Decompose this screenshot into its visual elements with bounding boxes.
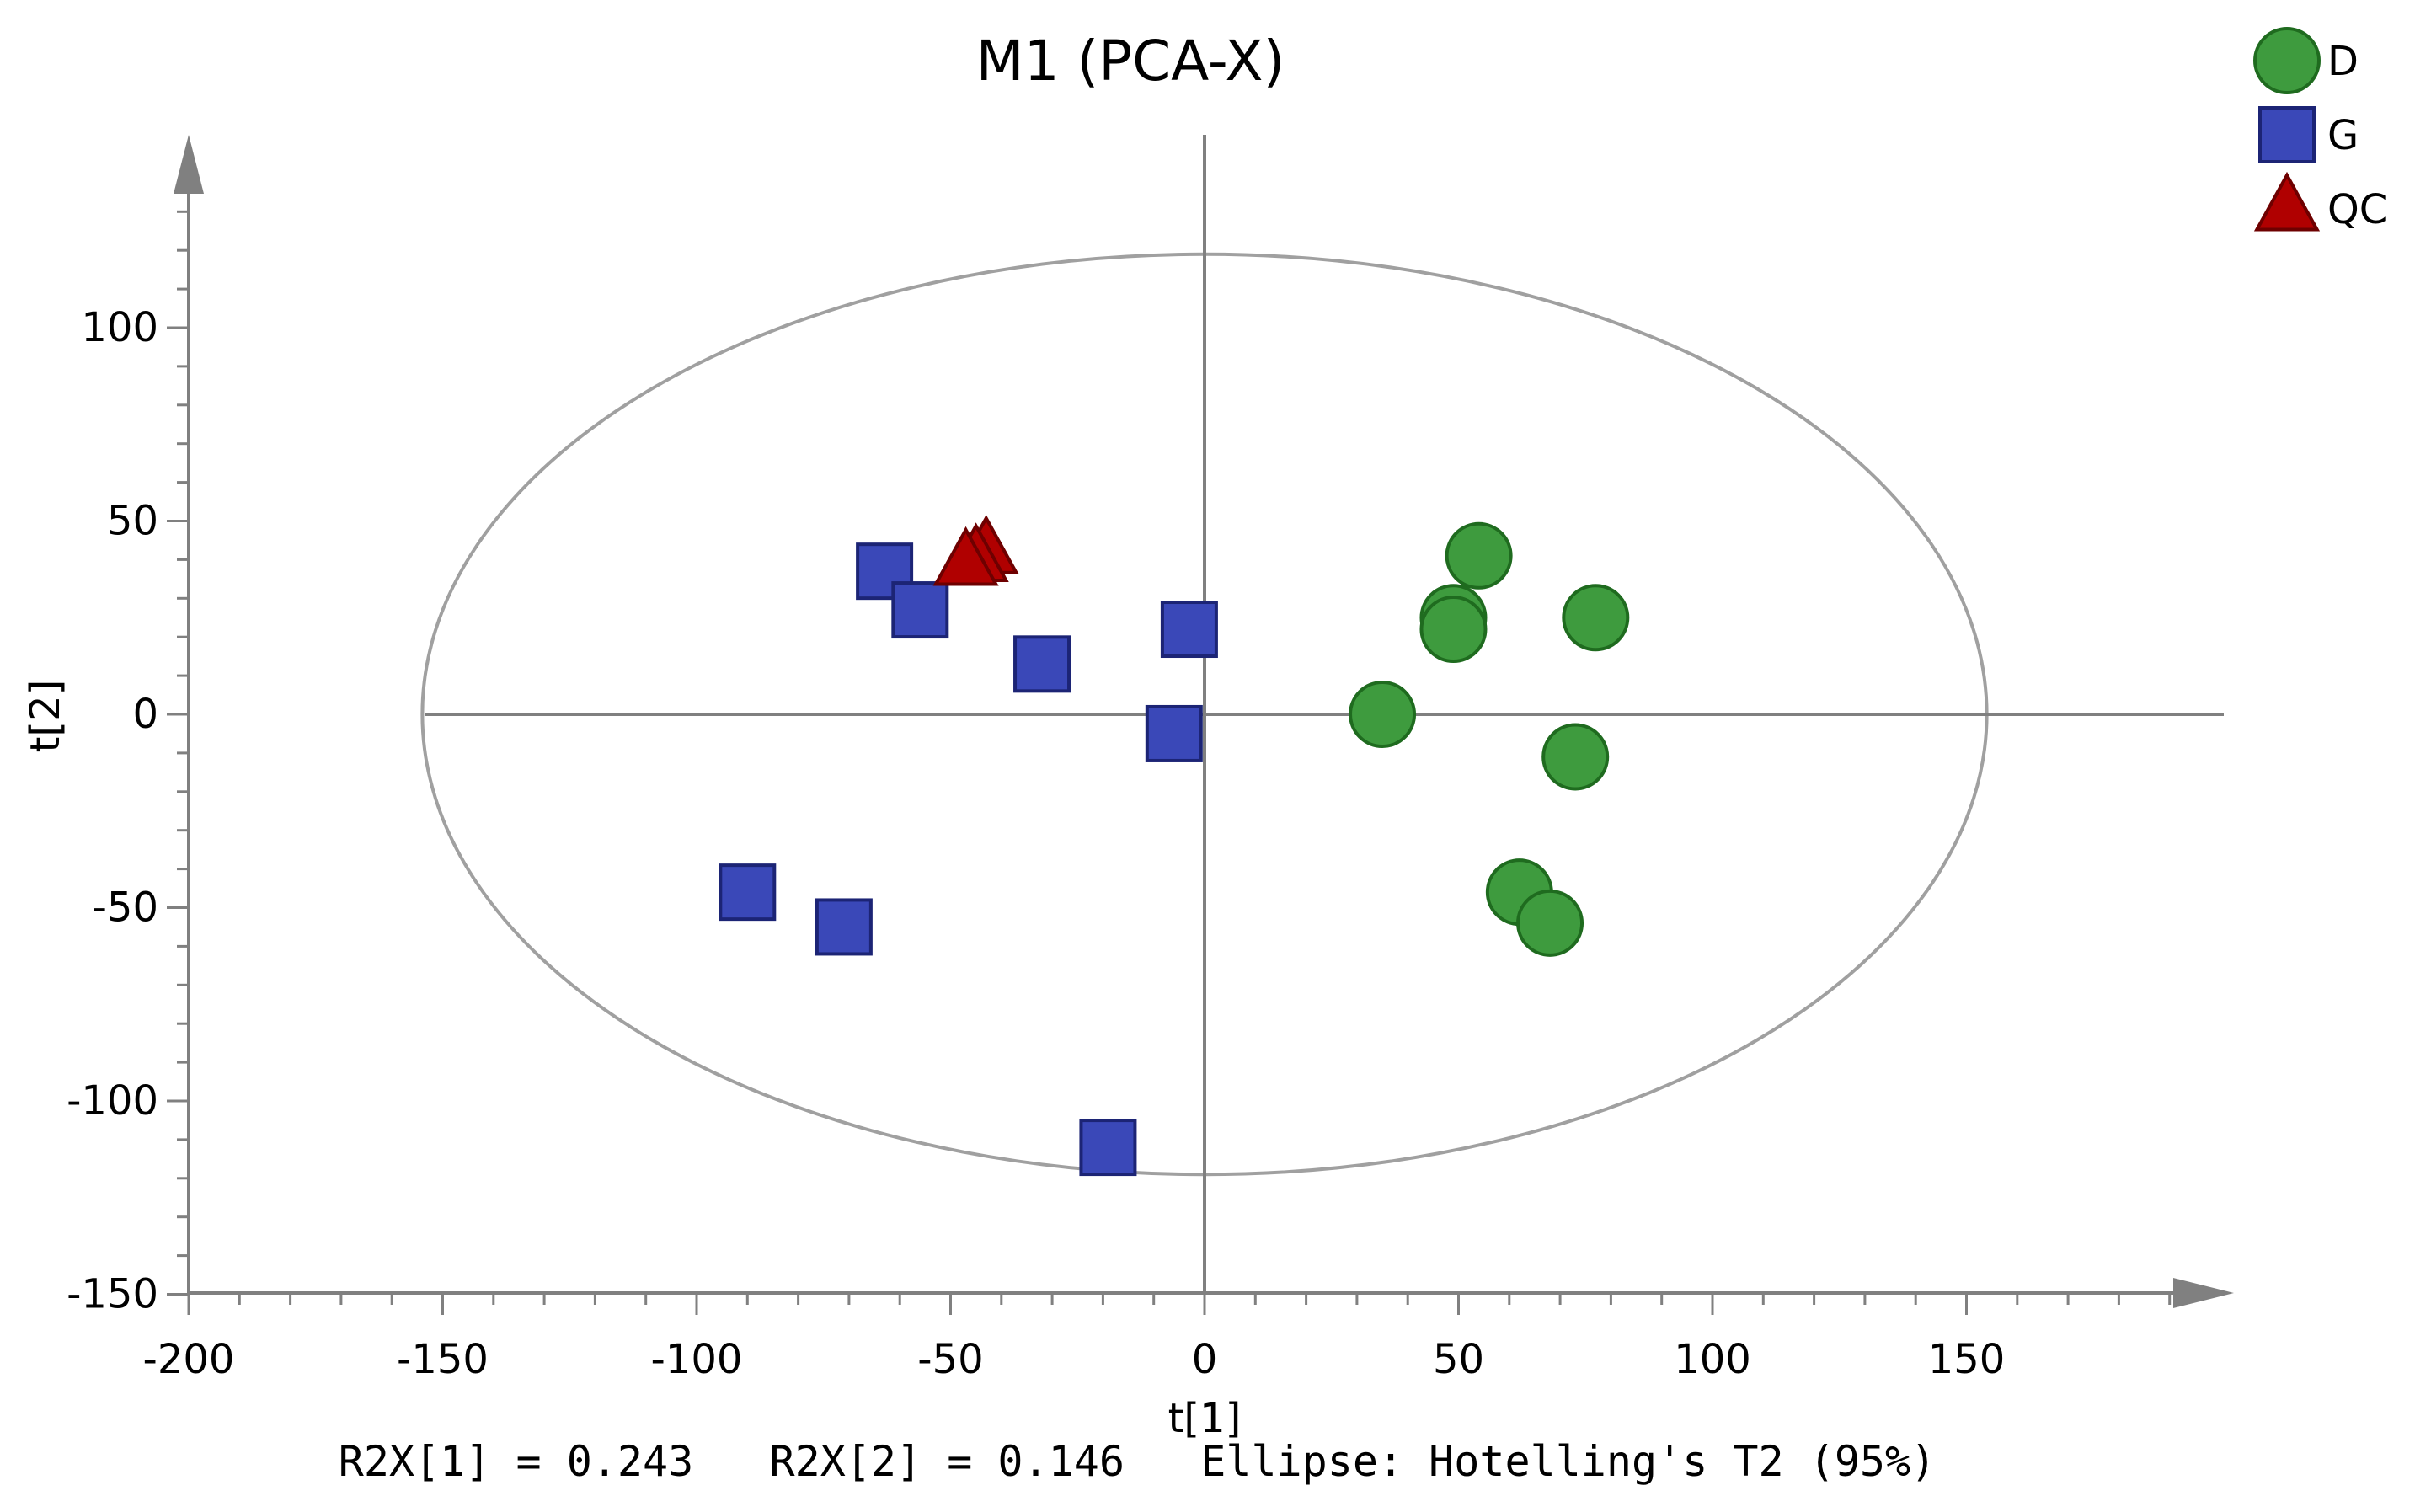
legend-item-d: D xyxy=(2253,27,2359,94)
data-point-g xyxy=(1145,704,1203,762)
data-point-d xyxy=(1516,889,1584,957)
x-tick-label: -150 xyxy=(397,1336,489,1383)
data-point-d xyxy=(1419,596,1488,664)
x-tick-label: 0 xyxy=(1192,1336,1218,1383)
y-tick-label: 0 xyxy=(132,691,158,738)
data-point-g xyxy=(1013,635,1071,693)
data-point-g xyxy=(719,863,777,922)
data-point-qc xyxy=(932,526,999,586)
legend: DG QC xyxy=(2253,27,2387,233)
data-point-g xyxy=(1160,601,1218,659)
legend-marker-g xyxy=(2258,106,2316,163)
x-tick-label: 100 xyxy=(1674,1336,1751,1383)
y-axis-arrow xyxy=(174,135,204,194)
legend-marker-d xyxy=(2253,27,2321,94)
footer-stats: R2X[1] = 0.243 R2X[2] = 0.146 Ellipse: H… xyxy=(339,1437,1936,1486)
data-points-group xyxy=(719,515,1630,1177)
x-tick-label: -100 xyxy=(651,1336,743,1383)
x-axis-arrow xyxy=(2173,1278,2234,1308)
legend-marker-qc xyxy=(2253,171,2321,232)
y-axis-label: t[2] xyxy=(22,680,69,753)
data-point-d xyxy=(1541,723,1610,791)
x-tick-label: 150 xyxy=(1928,1336,2006,1383)
axes-group: -200 -150 -100 -50 0 50 100 150 -150 -100 -50 0 50 10… xyxy=(67,135,2234,1383)
data-point-g xyxy=(815,898,873,956)
y-tick-label: -150 xyxy=(67,1271,158,1318)
x-tick-label: 50 xyxy=(1433,1336,1484,1383)
y-tick-label: -100 xyxy=(67,1077,158,1125)
legend-item-g: G xyxy=(2258,106,2359,163)
y-tick-label: 100 xyxy=(81,304,158,351)
data-point-d xyxy=(1445,521,1513,590)
zero-lines-group xyxy=(425,135,2224,1293)
data-point-g xyxy=(891,581,949,639)
data-point-d xyxy=(1562,584,1630,652)
data-point-d xyxy=(1349,681,1417,748)
x-axis-label: t[1] xyxy=(1168,1395,1242,1442)
chart-title: M1 (PCA-X) xyxy=(976,29,1285,93)
data-point-g xyxy=(1079,1119,1137,1177)
y-tick-label: -50 xyxy=(93,884,158,932)
y-tick-label: 50 xyxy=(107,498,158,545)
legend-label: D xyxy=(2327,38,2359,85)
legend-label: G xyxy=(2327,112,2359,159)
x-tick-label: -50 xyxy=(917,1336,983,1383)
legend-label: QC xyxy=(2327,186,2387,233)
x-tick-label: -200 xyxy=(143,1336,235,1383)
legend-item-qc: QC xyxy=(2253,171,2387,233)
